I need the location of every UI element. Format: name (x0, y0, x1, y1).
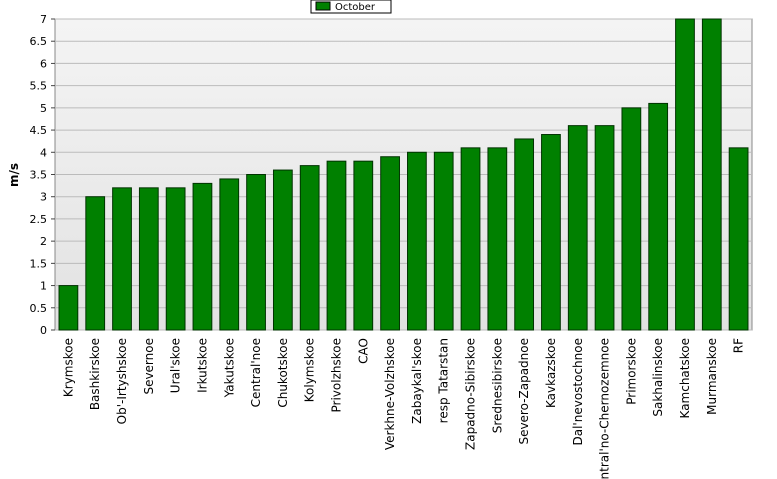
y-tick-label: 4 (40, 146, 47, 159)
x-tick-label: Chukotskoe (276, 338, 290, 408)
y-tick-label: 6.5 (30, 35, 48, 48)
bar (272, 169, 293, 331)
x-tick-label: Srednesibirskoe (490, 338, 504, 433)
bar (514, 138, 535, 331)
bar (380, 156, 400, 331)
bar (621, 107, 642, 331)
legend-swatch (315, 1, 331, 11)
y-tick-label: 2 (40, 235, 47, 248)
bar (192, 182, 213, 331)
bar (567, 125, 588, 331)
x-tick-label: Kavkazskoe (544, 338, 558, 408)
y-tick-label: 7 (40, 13, 47, 26)
x-tick-label: Ural'skoe (169, 338, 183, 393)
bar (648, 102, 669, 331)
x-tick-label: Primorskoe (624, 338, 638, 405)
bar (407, 151, 427, 331)
y-tick-label: 3 (40, 191, 47, 204)
x-tick-label: Severnoe (142, 338, 156, 395)
x-tick-label: Kolymskoe (303, 338, 317, 402)
bar (58, 285, 79, 331)
x-tick-label: Yakutskoe (222, 338, 236, 398)
bar (487, 147, 508, 331)
bar (219, 178, 240, 331)
x-tick-label: resp Tatarstan (437, 338, 451, 423)
x-tick-label: Central'no-Chernozemnoe (598, 338, 612, 479)
bar (433, 151, 454, 331)
y-tick-label: 3.5 (30, 169, 48, 182)
y-tick-label: 2.5 (30, 213, 48, 226)
y-tick-label: 5.5 (30, 80, 48, 93)
x-tick-label: Irkutskoe (195, 338, 209, 393)
bar (85, 196, 106, 331)
bar (138, 187, 159, 331)
y-tick-label: 1.5 (30, 257, 48, 270)
bar (460, 147, 481, 331)
bar (541, 134, 561, 331)
y-axis-label: m/s (7, 163, 21, 187)
y-tick-label: 6 (40, 57, 47, 70)
bar (594, 125, 615, 331)
x-tick-label: Zabaykal'skoe (410, 338, 424, 424)
bar (326, 160, 347, 331)
x-tick-label: Krymskoe (61, 338, 75, 397)
bar (246, 174, 266, 331)
y-tick-label: 1 (40, 280, 47, 293)
x-tick-label: Verkhne-Volzhskoe (383, 338, 397, 450)
x-tick-label: Central'noe (249, 338, 263, 407)
x-tick-label: Sakhalinskoe (651, 338, 665, 417)
bar (728, 147, 749, 331)
y-tick-label: 4.5 (30, 124, 48, 137)
y-tick-label: 0.5 (30, 302, 48, 315)
x-tick-label: Kamchatskoe (678, 338, 692, 418)
x-tick-label: RF (732, 338, 746, 353)
bar (353, 160, 374, 331)
x-tick-label: CAO (356, 338, 370, 364)
x-tick-label: Privolzhskoe (329, 338, 343, 412)
bar (112, 187, 132, 331)
x-tick-label: Severo-Zapadnoe (517, 338, 531, 445)
legend-box (310, 0, 392, 14)
bar (675, 18, 695, 331)
x-tick-label: Bashkirskoe (88, 338, 102, 410)
x-tick-label: Ob'-Irtyshskoe (115, 338, 129, 424)
y-tick-label: 5 (40, 102, 47, 115)
bar (299, 165, 320, 331)
y-tick-label: 0 (40, 324, 47, 337)
x-tick-label: Dal'nevostochnoe (571, 338, 585, 446)
bar (701, 18, 722, 331)
x-tick-label: Zapadno-Sibirskoe (464, 338, 478, 450)
x-tick-label: Murmanskoe (705, 338, 719, 415)
bar (165, 187, 186, 331)
legend-label: October (335, 2, 376, 13)
